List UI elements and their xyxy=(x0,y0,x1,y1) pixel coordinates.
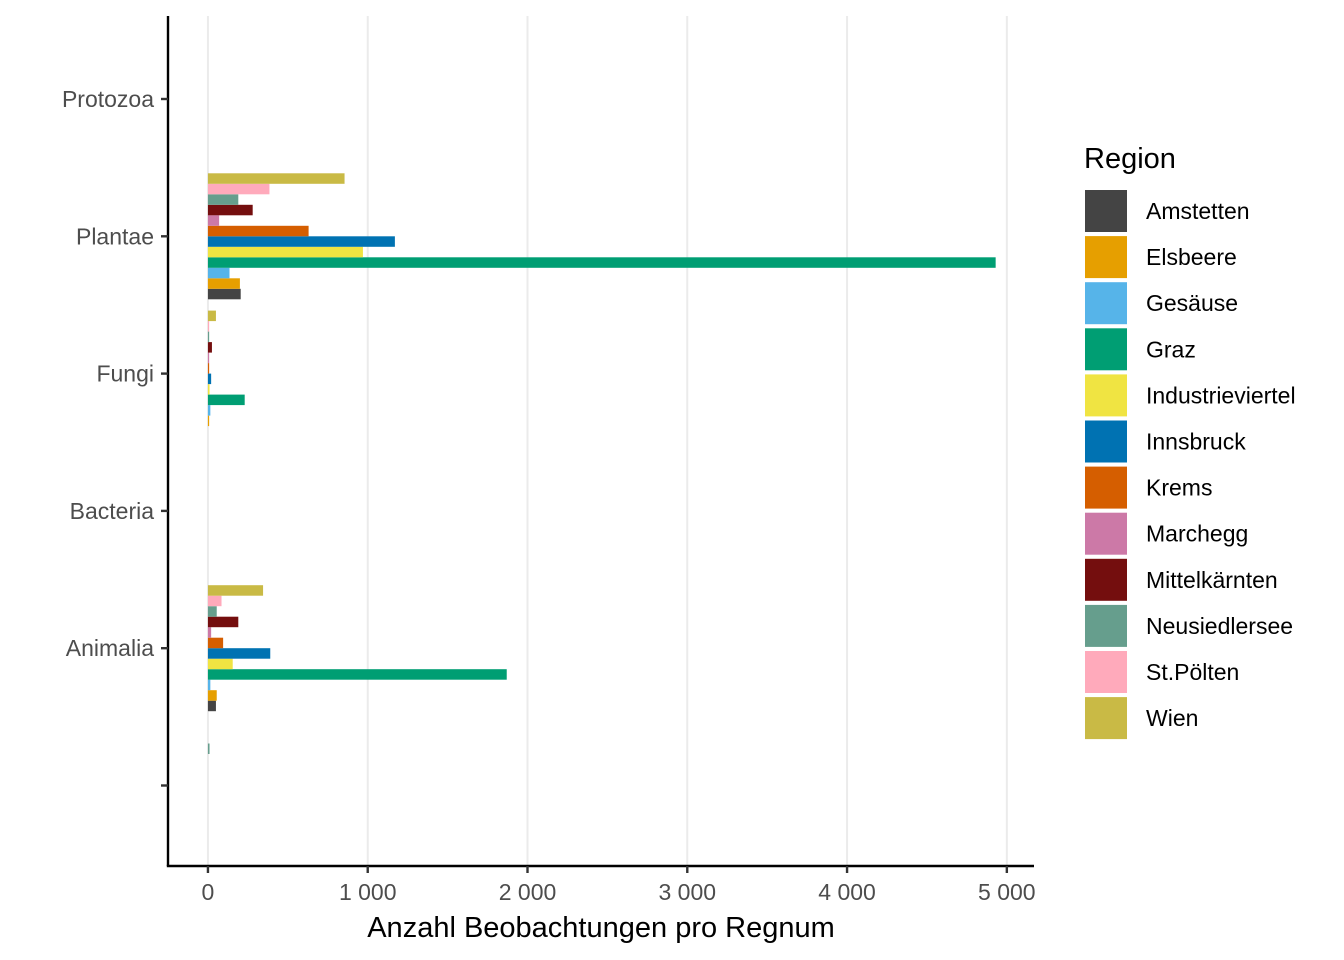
bar-Fungi-Wien xyxy=(207,310,216,322)
bar-Animalia-Marchegg xyxy=(207,627,212,638)
y-tick-label-4: Plantae xyxy=(76,223,154,249)
legend-key-Elsbeere xyxy=(1085,236,1127,279)
bar-Fungi-Krems xyxy=(207,363,210,374)
legend-key-Krems xyxy=(1085,466,1127,509)
bar-Fungi-Graz xyxy=(207,394,245,406)
bar-Animalia-Wien xyxy=(207,585,264,596)
x-tick-label-5: 5 000 xyxy=(978,879,1036,905)
axis-layer: Animalia Bacteria Fungi Plantae Protozoa 0 1 0… xyxy=(62,16,1036,905)
legend-key-Amstetten xyxy=(1085,190,1127,232)
bar-Animalia-Graz xyxy=(207,669,507,680)
legend-key-St.Pölten xyxy=(1085,651,1127,693)
legend-label-Graz: Graz xyxy=(1146,336,1196,362)
legend-key-Mittelkärnten xyxy=(1085,558,1127,601)
legend-key-Graz xyxy=(1085,328,1127,371)
legend-key-Marchegg xyxy=(1085,512,1127,555)
legend-label-Marchegg: Marchegg xyxy=(1146,521,1248,547)
y-tick-label-2: Bacteria xyxy=(70,498,155,524)
bar-layer xyxy=(207,173,996,754)
bar-Fungi-Marchegg xyxy=(207,352,210,364)
bar-Animalia-Gesäuse xyxy=(207,679,211,691)
y-tick-label-3: Fungi xyxy=(96,361,154,387)
legend-key-Neusiedlersee xyxy=(1085,604,1127,647)
y-tick-label-1: Animalia xyxy=(66,635,154,661)
legend-key-Innsbruck xyxy=(1085,420,1127,463)
x-axis-title: Anzahl Beobachtungen pro Regnum xyxy=(367,912,835,944)
bar-Animalia-Innsbruck xyxy=(207,648,271,659)
legend-label-Wien: Wien xyxy=(1146,705,1198,731)
legend-label-Elsbeere: Elsbeere xyxy=(1146,244,1237,270)
bar-Plantae-Wien xyxy=(207,173,345,184)
x-tick-label-4: 4 000 xyxy=(818,879,876,905)
bar-Plantae-St.Pölten xyxy=(207,183,270,195)
bar-Fungi-Industrieviertel xyxy=(207,384,210,395)
legend-label-Neusiedlersee: Neusiedlersee xyxy=(1146,613,1293,639)
bar-Animalia-Mittelkärnten xyxy=(207,616,239,628)
legend-label-Krems: Krems xyxy=(1146,475,1212,501)
legend-label-Innsbruck: Innsbruck xyxy=(1146,429,1246,455)
legend-key-Gesäuse xyxy=(1085,282,1127,325)
bar-Animalia-Krems xyxy=(207,637,224,649)
legend-label-Amstetten: Amstetten xyxy=(1146,198,1250,224)
bar-Animalia-Neusiedlersee xyxy=(207,606,217,617)
bar-Plantae-Amstetten xyxy=(207,288,241,300)
legend-title: Region xyxy=(1084,143,1176,175)
legend: Region Amstetten Elsbeere Gesäuse Graz Indus… xyxy=(1084,143,1296,740)
bar-Animalia-Industrieviertel xyxy=(207,658,233,670)
bar-Plantae-Elsbeere xyxy=(207,278,240,289)
bar-Plantae-Graz xyxy=(207,257,996,268)
bar-blank-Neusiedlersee xyxy=(207,743,210,754)
bar-Plantae-Mittelkärnten xyxy=(207,204,253,216)
bar-Plantae-Innsbruck xyxy=(207,236,395,247)
bar-Animalia-Elsbeere xyxy=(207,690,217,701)
bar-Fungi-Innsbruck xyxy=(207,373,212,385)
bar-Plantae-Marchegg xyxy=(207,215,220,226)
bar-Plantae-Neusiedlersee xyxy=(207,194,239,205)
bar-Plantae-Gesäuse xyxy=(207,267,230,279)
legend-key-Wien xyxy=(1085,697,1127,740)
bar-Fungi-Mittelkärnten xyxy=(207,342,212,353)
bar-Fungi-Elsbeere xyxy=(207,415,210,427)
legend-label-Gesäuse: Gesäuse xyxy=(1146,290,1238,316)
bar-Fungi-Neusiedlersee xyxy=(207,331,210,343)
legend-label-Mittelkärnten: Mittelkärnten xyxy=(1146,567,1278,593)
grid-layer xyxy=(206,16,1008,866)
x-tick-label-3: 3 000 xyxy=(658,879,716,905)
y-tick-label-5: Protozoa xyxy=(62,86,154,112)
bar-Animalia-Amstetten xyxy=(207,700,216,712)
legend-label-Industrieviertel: Industrieviertel xyxy=(1146,382,1296,408)
legend-key-Industrieviertel xyxy=(1085,374,1127,417)
bar-Fungi-Gesäuse xyxy=(207,405,211,416)
x-tick-label-0: 0 xyxy=(202,879,215,905)
bar-Fungi-St.Pölten xyxy=(207,321,210,332)
legend-label-St.Pölten: St.Pölten xyxy=(1146,659,1239,685)
bar-Plantae-Krems xyxy=(207,225,309,237)
bar-Plantae-Industrieviertel xyxy=(207,246,363,258)
x-tick-label-2: 2 000 xyxy=(499,879,557,905)
x-tick-label-1: 1 000 xyxy=(339,879,397,905)
bar-Animalia-St.Pölten xyxy=(207,595,222,607)
